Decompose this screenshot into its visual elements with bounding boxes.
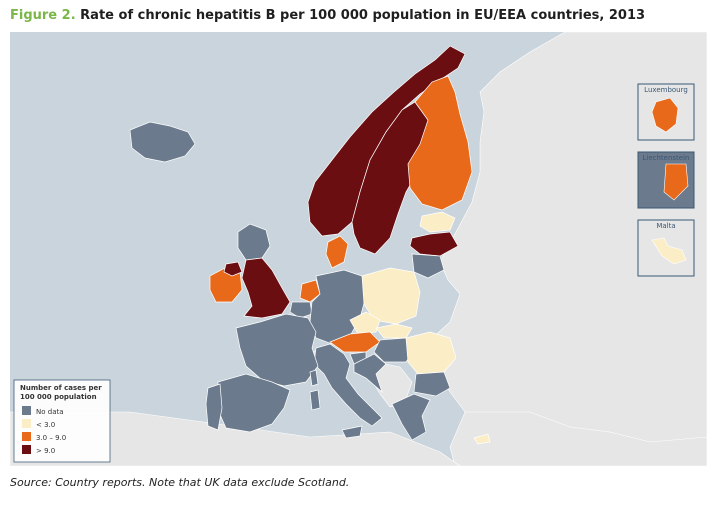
inset-malta-country[interactable] [651, 237, 687, 265]
legend-swatch-c3to9 [22, 432, 31, 441]
country-sicily[interactable] [341, 425, 363, 439]
country-bulgaria[interactable] [413, 371, 451, 397]
country-france[interactable] [235, 313, 319, 387]
map-container: Luxembourg Liechtenstein Malta Number of… [10, 32, 707, 466]
legend-label-no_data: No data [36, 408, 64, 416]
north-africa [10, 411, 461, 466]
country-cyprus[interactable] [473, 433, 491, 445]
figure-label: Figure 2. [10, 8, 76, 23]
inset-malta: Malta [637, 219, 695, 277]
country-lithuania[interactable] [411, 253, 445, 279]
country-finland[interactable] [407, 75, 473, 211]
legend-swatch-no_data [22, 406, 31, 415]
country-scotland[interactable] [237, 223, 271, 261]
country-sardinia[interactable] [309, 389, 321, 411]
country-latvia[interactable] [409, 231, 459, 257]
country-united-kingdom[interactable] [241, 257, 291, 319]
inset-liechtenstein: Liechtenstein [637, 151, 695, 209]
country-greece[interactable] [391, 393, 431, 441]
country-spain[interactable] [217, 373, 291, 433]
country-denmark[interactable] [325, 235, 349, 269]
legend-label-lt3: < 3.0 [36, 421, 55, 429]
legend-swatch-gt9 [22, 445, 31, 454]
country-belgium[interactable] [289, 301, 313, 319]
legend: Number of cases per 100 000 population N… [13, 379, 111, 463]
non-eu-land [10, 32, 707, 466]
country-corsica[interactable] [309, 369, 319, 387]
country-poland[interactable] [361, 267, 421, 325]
inset-luxembourg-label: Luxembourg [644, 86, 688, 94]
source-note: Source: Country reports. Note that UK da… [10, 476, 350, 489]
legend-label-c3to9: 3.0 – 9.0 [36, 434, 66, 442]
country-northern-ireland[interactable] [223, 261, 243, 277]
inset-liechtenstein-country[interactable] [663, 163, 689, 201]
country-estonia[interactable] [419, 211, 456, 233]
legend-label-gt9: > 9.0 [36, 447, 55, 455]
turkey [449, 411, 707, 466]
figure-title: Figure 2. Rate of chronic hepatitis B pe… [10, 8, 645, 23]
inset-malta-label: Malta [656, 222, 675, 230]
inset-luxembourg: Luxembourg [637, 83, 695, 141]
country-slovakia[interactable] [375, 323, 413, 339]
inset-luxembourg-country[interactable] [651, 97, 679, 133]
legend-swatch-lt3 [22, 419, 31, 428]
legend-title-line1: Number of cases per [20, 384, 102, 392]
country-netherlands[interactable] [299, 279, 321, 303]
legend-title-line2: 100 000 population [20, 393, 97, 401]
country-italy[interactable] [313, 343, 383, 427]
figure-title-text: Rate of chronic hepatitis B per 100 000 … [80, 8, 646, 23]
inset-liechtenstein-label: Liechtenstein [642, 154, 689, 162]
europe-map: Luxembourg Liechtenstein Malta Number of… [10, 32, 707, 466]
eu-countries [129, 45, 491, 445]
country-portugal[interactable] [205, 383, 223, 431]
country-romania[interactable] [405, 331, 457, 375]
country-czech-republic[interactable] [349, 311, 381, 335]
country-iceland[interactable] [129, 121, 196, 163]
country-croatia[interactable] [353, 353, 387, 394]
